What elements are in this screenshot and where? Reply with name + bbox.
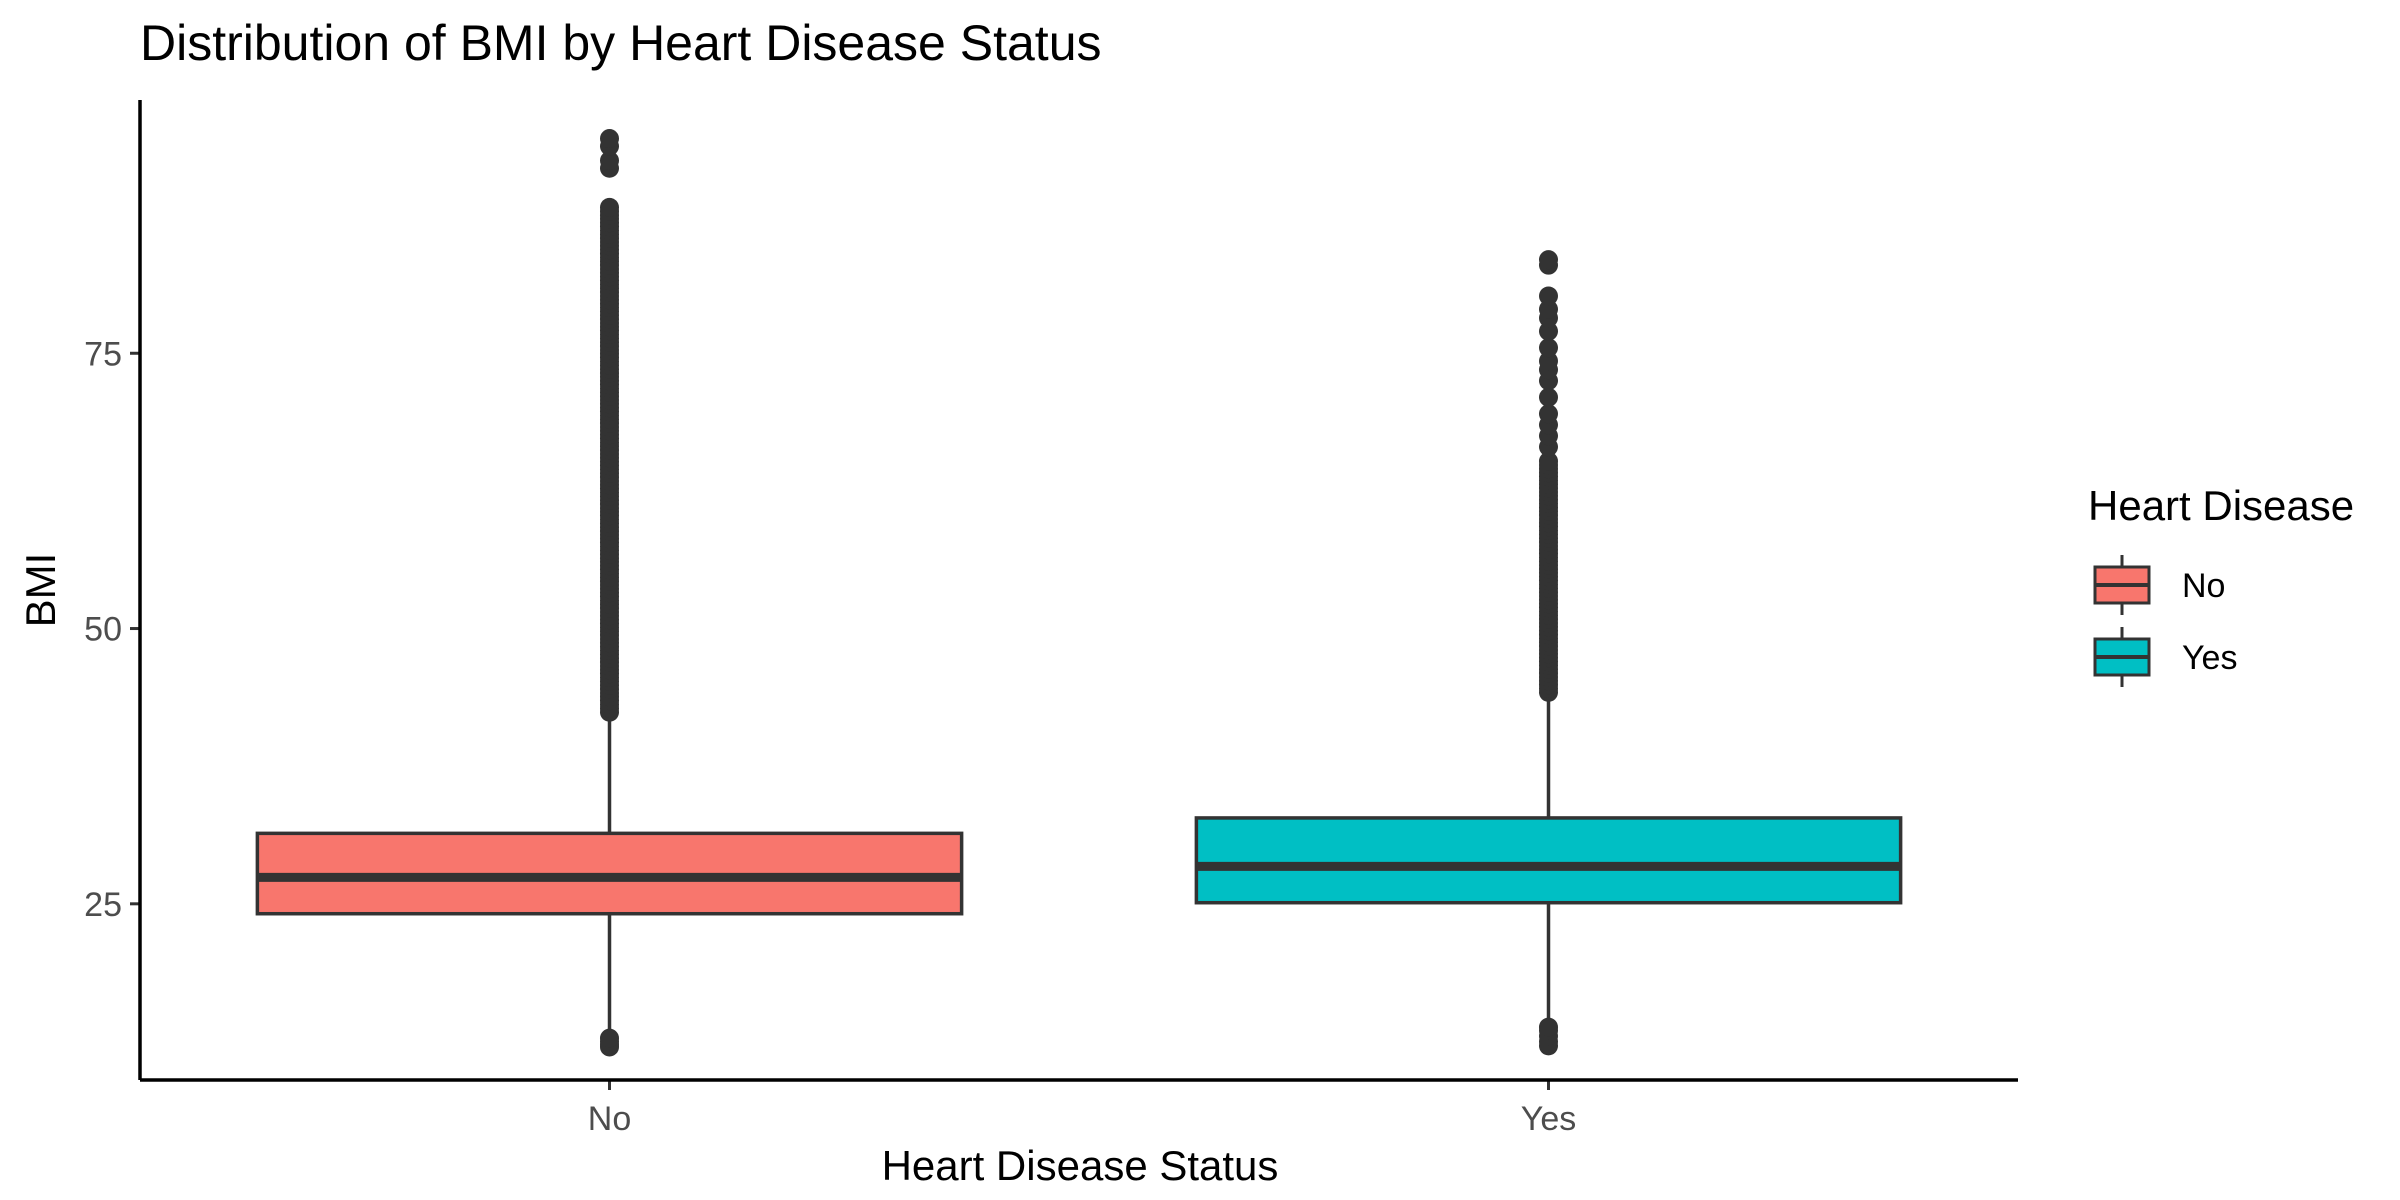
x-axis-title: Heart Disease Status bbox=[882, 1142, 1279, 1189]
outlier-point-yes bbox=[1539, 387, 1558, 407]
outlier-point-no bbox=[600, 129, 619, 149]
axes: No Yes 25 50 75 bbox=[84, 100, 2018, 1138]
outlier-point-no bbox=[600, 1028, 619, 1048]
outlier-point-yes bbox=[1539, 250, 1558, 270]
legend-label-yes: Yes bbox=[2182, 639, 2237, 677]
chart-title: Distribution of BMI by Heart Disease Sta… bbox=[140, 15, 1102, 71]
outlier-point-yes bbox=[1539, 404, 1558, 424]
outlier-point-yes bbox=[1539, 1017, 1558, 1037]
outlier-point-yes bbox=[1539, 321, 1558, 341]
x-tick-label-no: No bbox=[588, 1100, 631, 1138]
outlier-point-no bbox=[600, 151, 619, 171]
outlier-point-yes bbox=[1539, 338, 1558, 358]
box-yes bbox=[1194, 816, 1903, 905]
legend: Heart Disease No Yes bbox=[2088, 482, 2354, 687]
x-tick-label-yes: Yes bbox=[1521, 1100, 1576, 1138]
outlier-point-yes bbox=[1539, 286, 1558, 306]
outlier-point-yes bbox=[1539, 351, 1558, 371]
plot-area bbox=[255, 129, 1903, 1057]
legend-label-no: No bbox=[2182, 567, 2225, 605]
outlier-point-no bbox=[600, 197, 619, 217]
y-tick-label-75: 75 bbox=[84, 335, 122, 373]
outlier-point-yes bbox=[1539, 299, 1558, 319]
y-axis-title: BMI bbox=[17, 553, 64, 628]
y-tick-label-50: 50 bbox=[84, 611, 122, 649]
y-tick-label-25: 25 bbox=[84, 886, 122, 924]
outlier-point-yes bbox=[1539, 451, 1558, 471]
legend-title: Heart Disease bbox=[2088, 482, 2354, 529]
